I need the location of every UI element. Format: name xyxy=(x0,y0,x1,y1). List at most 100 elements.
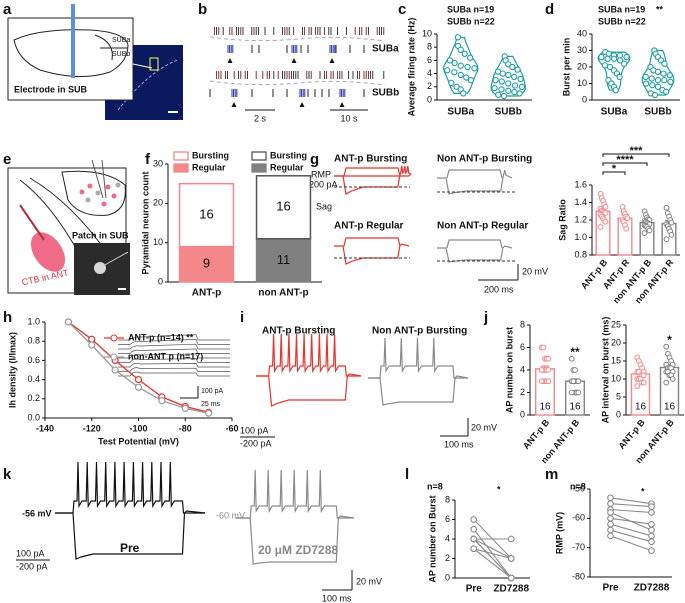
data-point xyxy=(538,378,545,385)
data-point xyxy=(621,60,628,67)
injection-site xyxy=(30,232,66,272)
y-tick-label: 2 xyxy=(445,553,450,563)
cell-dots xyxy=(79,182,121,207)
x-axis-label: Test Potential (mV) xyxy=(98,436,179,446)
trace-label: Sag xyxy=(316,201,332,211)
data-point xyxy=(654,68,662,76)
injection-pipette xyxy=(19,204,45,241)
annotation: n=8 xyxy=(427,481,443,491)
data-point xyxy=(88,341,96,349)
data-point xyxy=(654,77,662,84)
data-point xyxy=(464,63,471,71)
voltage-trace xyxy=(256,373,362,407)
x-tick-label: ZD7288 xyxy=(493,584,529,595)
scale-label: 20 mV xyxy=(471,422,497,432)
x-tick-label: ANT-p B xyxy=(616,417,647,451)
zoom-guide xyxy=(209,80,386,86)
y-tick-label: 0 xyxy=(520,409,525,419)
annotation: * xyxy=(641,486,645,496)
y-tick-label: 0 xyxy=(427,94,432,104)
bar-segment xyxy=(178,245,235,283)
data-point xyxy=(640,372,647,379)
data-point xyxy=(601,62,609,69)
panel-label: d xyxy=(545,1,554,18)
data-point xyxy=(651,91,659,99)
data-point xyxy=(467,77,475,84)
annotation: * xyxy=(497,484,501,494)
scale-label: 25 ms xyxy=(201,401,221,408)
data-point xyxy=(498,78,505,85)
data-point xyxy=(607,514,614,522)
slice-outline xyxy=(94,34,128,61)
data-point xyxy=(663,88,670,95)
data-point xyxy=(642,80,650,87)
trace-label: -56 mV xyxy=(22,508,52,518)
data-point xyxy=(538,367,545,373)
y-tick-label: 8 xyxy=(520,319,525,329)
y-tick-label: 0.6 xyxy=(27,355,40,365)
data-point xyxy=(607,509,614,516)
n-label: 16 xyxy=(569,402,581,413)
y-tick-label: 6 xyxy=(427,55,432,65)
panel-label: h xyxy=(3,309,12,326)
burst-arrow xyxy=(291,58,297,63)
cell xyxy=(105,184,111,190)
y-axis-label: AP number on burst xyxy=(504,327,514,413)
significance-bracket xyxy=(602,153,670,157)
data-point xyxy=(568,355,575,362)
paired-line xyxy=(473,538,512,579)
y-tick-label: 5 xyxy=(616,391,621,401)
legend-label: Regular xyxy=(192,162,226,172)
y-axis-label: Sag Ratio xyxy=(557,199,567,241)
panel-label: b xyxy=(198,1,207,18)
current-trace xyxy=(118,358,230,363)
data-point xyxy=(648,509,655,516)
panel-label: e xyxy=(3,151,11,168)
cell xyxy=(115,182,121,188)
panel-label: l xyxy=(405,466,409,483)
y-tick-label: 0.4 xyxy=(27,374,40,384)
trace-label: 100 pA xyxy=(240,425,269,435)
n-label: 16 xyxy=(664,402,676,413)
y-tick-label: 8 xyxy=(427,42,432,52)
data-point xyxy=(457,71,464,79)
data-point xyxy=(654,83,662,90)
voltage-trace xyxy=(236,469,354,519)
data-point xyxy=(460,90,467,97)
voltage-trace xyxy=(368,337,468,379)
voltage-trace xyxy=(343,167,401,177)
paired-line xyxy=(473,548,512,579)
region-label: SUBb xyxy=(112,51,130,58)
voltage-trace xyxy=(334,165,412,195)
y-tick-label: 25 xyxy=(611,319,621,329)
data-point xyxy=(518,83,526,90)
data-point xyxy=(623,225,630,232)
current-trace xyxy=(118,334,230,341)
panel-label: a xyxy=(3,1,12,18)
data-point xyxy=(612,86,619,94)
y-tick-label: 2 xyxy=(520,387,525,397)
y-tick-label: 1.0 xyxy=(27,316,40,326)
data-point xyxy=(463,74,470,81)
current-trace xyxy=(118,367,230,372)
paired-line xyxy=(610,529,652,543)
trace-title: Non ANT-p Bursting xyxy=(372,326,467,337)
data-point xyxy=(505,80,512,87)
data-point xyxy=(616,57,624,64)
data-point xyxy=(575,378,582,385)
data-point xyxy=(646,227,653,234)
y-tick-label: 20 xyxy=(577,61,587,71)
data-point xyxy=(451,59,458,67)
legend-swatch xyxy=(173,163,189,173)
patch-pipette xyxy=(101,159,107,199)
data-point xyxy=(514,66,521,73)
y-axis-label: RMP (mV) xyxy=(554,512,564,554)
x-tick-label: non ANT-p xyxy=(258,288,308,299)
voltage-trace xyxy=(334,243,410,265)
y-tick-label: 0.0 xyxy=(27,412,40,422)
trace-label: -200 pA xyxy=(16,561,48,571)
data-point xyxy=(624,215,631,222)
cell xyxy=(85,197,91,203)
